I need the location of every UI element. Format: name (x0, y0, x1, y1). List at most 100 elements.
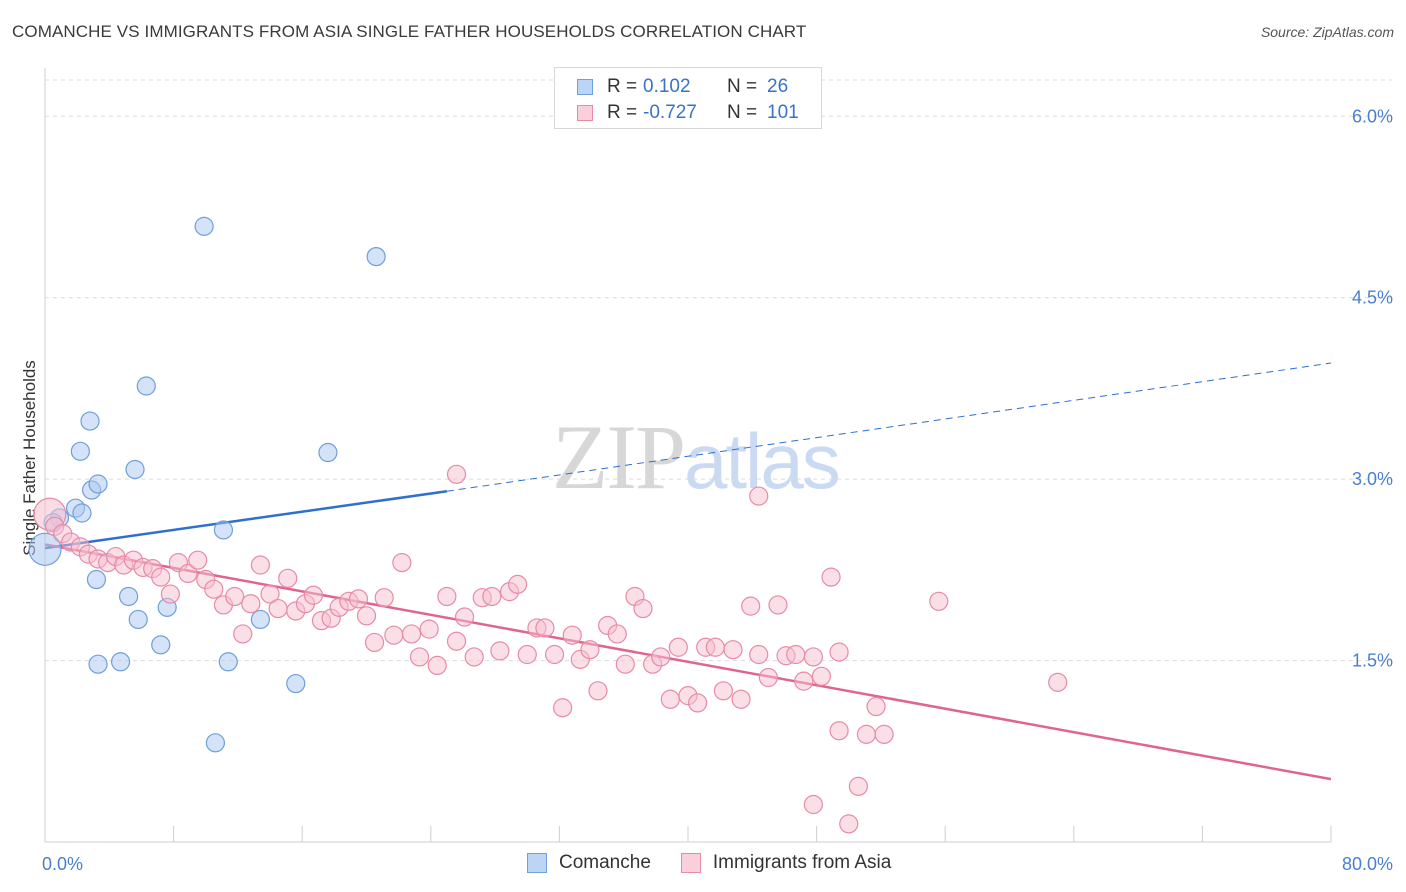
legend-n-label: N = (727, 76, 758, 97)
asia-point (356, 606, 377, 626)
legend-row-asia: R = -0.727 N = 101 (577, 101, 799, 125)
comanche-point (72, 503, 92, 523)
legend-label-asia: Immigrants from Asia (712, 852, 892, 873)
comanche-point (194, 216, 214, 236)
legend-n-value: 101 (767, 102, 799, 123)
asia-point (260, 584, 280, 604)
asia-point (437, 586, 457, 607)
asia-point (713, 681, 733, 701)
x-tick-label: 80.0% (1342, 854, 1393, 874)
asia-point (233, 624, 253, 644)
asia-point (580, 640, 600, 660)
y-tick-label: 1.5% (1352, 651, 1393, 671)
asia-point (741, 596, 761, 616)
stats-legend: R = 0.102 N = 26 R = -0.727 N = 101 (554, 67, 822, 129)
asia-point (401, 624, 422, 644)
asia-point (508, 574, 528, 594)
asia-point (490, 641, 510, 661)
comanche-point (218, 652, 238, 672)
legend-n-value: 26 (767, 76, 789, 97)
comanche-point (80, 411, 100, 431)
asia-point (866, 696, 886, 717)
asia-point (856, 724, 877, 744)
legend-row-comanche: R = 0.102 N = 26 (577, 75, 788, 99)
asia-point (374, 588, 394, 608)
legend-n-label: N = (727, 102, 758, 123)
asia-point (731, 689, 751, 709)
comanche-point (128, 609, 148, 630)
chart-title: COMANCHE VS IMMIGRANTS FROM ASIA SINGLE … (12, 22, 807, 41)
asia-point (464, 647, 484, 667)
asia-point (160, 584, 180, 604)
asia-point (151, 567, 171, 587)
asia-point (758, 667, 778, 688)
comanche-trend-extension (446, 362, 1332, 492)
asia-point (803, 647, 823, 667)
asia-point (225, 586, 245, 607)
trend-lines (44, 362, 1332, 781)
asia-point (517, 644, 537, 665)
comanche-point (118, 586, 139, 607)
legend-label-comanche: Comanche (559, 852, 651, 873)
asia-point (929, 591, 949, 611)
asia-point (749, 644, 769, 665)
asia-point (660, 689, 680, 709)
comanche-point (125, 459, 145, 480)
axes (44, 68, 1332, 843)
comanche-point (318, 442, 338, 463)
asia-point (786, 644, 806, 665)
legend-r-value: 0.102 (643, 76, 691, 97)
grid-lines (45, 79, 1392, 662)
comanche-point (88, 474, 108, 494)
asia-point (768, 595, 788, 615)
asia-point (749, 486, 769, 506)
legend-item-comanche[interactable]: Comanche (527, 852, 651, 874)
asia-point (588, 681, 608, 701)
asia-point (268, 598, 288, 619)
asia-point (633, 598, 653, 619)
asia-point (446, 631, 467, 651)
asia-point (615, 654, 635, 674)
asia-point (384, 625, 404, 645)
comanche-point (110, 652, 131, 672)
comanche-point (151, 635, 171, 655)
x-tick-label: 0.0% (42, 854, 83, 874)
legend-swatch-asia (577, 105, 593, 121)
data-points (28, 216, 1068, 834)
asia-point (303, 585, 324, 605)
asia-point (553, 698, 573, 718)
comanche-point (286, 673, 306, 694)
asia-point (482, 586, 502, 607)
comanche-point (70, 441, 90, 461)
asia-point (839, 814, 859, 834)
asia-point (607, 624, 627, 644)
asia-point (723, 640, 743, 660)
asia-point (348, 589, 369, 609)
asia-point (364, 632, 385, 653)
asia-point (651, 647, 671, 667)
comanche-point (136, 376, 156, 396)
y-tick-label: 4.5% (1352, 288, 1393, 308)
series-legend: Comanche Immigrants from Asia (527, 852, 921, 874)
asia-point (562, 625, 582, 645)
tick-labels: 1.5% 3.0% 4.5% 6.0% 0.0% 80.0% (42, 106, 1393, 874)
asia-point (1048, 672, 1068, 692)
comanche-point (86, 569, 107, 590)
asia-trend-line (44, 543, 1332, 781)
asia-point (829, 721, 849, 741)
asia-point (454, 607, 475, 627)
asia-point (544, 644, 565, 665)
asia-point (803, 794, 823, 815)
asia-point (829, 642, 849, 662)
legend-item-asia[interactable]: Immigrants from Asia (680, 852, 892, 874)
asia-point (668, 637, 688, 657)
asia-point (178, 563, 198, 584)
legend-r-label: R = (607, 102, 638, 123)
comanche-point (28, 532, 62, 566)
asia-point (848, 776, 868, 796)
comanche-point (88, 654, 108, 674)
legend-r-value: -0.727 (643, 102, 697, 123)
asia-point (188, 550, 208, 570)
comanche-point (205, 733, 225, 753)
